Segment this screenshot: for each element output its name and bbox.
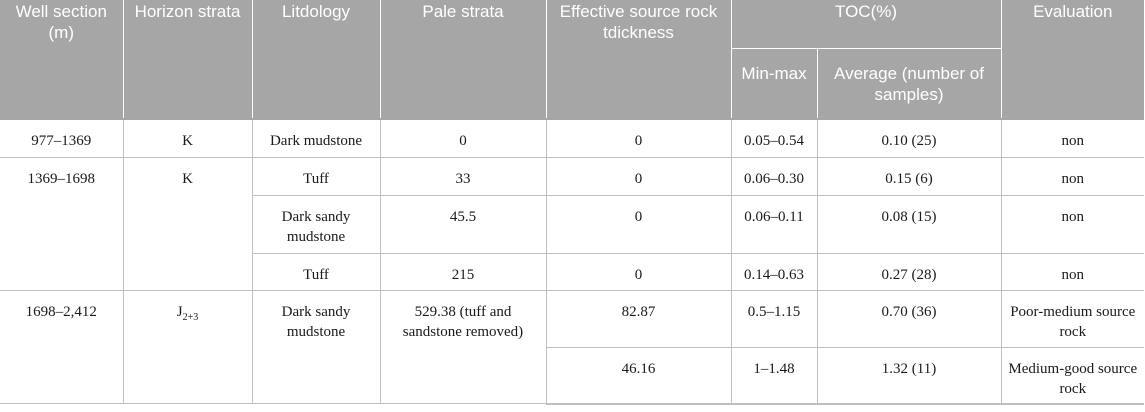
cell-pale-strata: 0 (379, 117, 547, 158)
table-row: Tuff 215 0 0.14–0.63 0.27 (28) non (0, 253, 1145, 291)
cell-litdology: Dark mudstone (251, 117, 381, 158)
header-effective-thickness: Effective source rock tdickness (545, 0, 732, 119)
cell-toc-minmax: 1–1.48 (730, 347, 818, 405)
cell-well-section: 1698–2,412 (0, 290, 124, 404)
cell-toc-average: 0.15 (6) (816, 157, 1002, 196)
table-row: 1698–2,412 J2+3 Dark sandy mudstone 529.… (0, 290, 1145, 404)
cell-evaluation: Medium-good source rock (1000, 347, 1145, 405)
horizon-base: J (176, 304, 183, 320)
cell-effective: 0 (545, 253, 732, 291)
table-row: 46.16 1–1.48 1.32 (11) Medium-good sourc… (0, 347, 1145, 405)
cell-toc-average: 0.70 (36) (816, 290, 1002, 348)
cell-evaluation: non (1000, 157, 1145, 196)
cell-pale-strata: 529.38 (tuff and sandstone removed) (379, 290, 547, 404)
cell-evaluation: non (1000, 117, 1145, 158)
cell-horizon: K (122, 157, 253, 291)
table-row: Dark sandy mudstone 45.5 0 0.06–0.11 0.0… (0, 195, 1145, 254)
cell-toc-minmax: 0.06–0.30 (730, 157, 818, 196)
header-evaluation: Evaluation (1000, 0, 1145, 119)
cell-effective: 82.87 (545, 290, 732, 348)
cell-pale-strata: 45.5 (379, 195, 547, 254)
cell-toc-average: 1.32 (11) (816, 347, 1002, 405)
cell-toc-minmax: 0.06–0.11 (730, 195, 818, 254)
cell-toc-average: 0.27 (28) (816, 253, 1002, 291)
cell-litdology: Tuff (252, 253, 381, 291)
header-toc-average: Average (number of samples) (816, 48, 1002, 119)
cell-toc-minmax: 0.14–0.63 (730, 253, 818, 291)
header-toc-minmax: Min-max (731, 48, 818, 119)
cell-pale-strata: 215 (379, 253, 547, 291)
horizon-subscript: 2+3 (182, 312, 199, 323)
cell-well-section: 1369–1698 (0, 157, 124, 291)
cell-effective: 0 (545, 195, 732, 254)
table-row: 1369–1698 K Tuff 33 0 0.06–0.30 0.15 (6)… (0, 157, 1145, 291)
cell-horizon: K (122, 117, 253, 158)
header-horizon-strata: Horizon strata (122, 0, 253, 119)
cell-evaluation: non (1000, 195, 1145, 254)
header-pale-strata: Pale strata (379, 0, 547, 119)
cell-pale-strata: 33 (379, 157, 547, 196)
table-row: 977–1369 K Dark mudstone 0 0 0.05–0.54 0… (0, 117, 1145, 158)
cell-toc-minmax: 0.5–1.15 (730, 290, 818, 348)
cell-effective: 46.16 (546, 347, 732, 405)
cell-litdology: Tuff (251, 157, 381, 196)
cell-litdology: Dark sandy mudstone (252, 195, 381, 254)
cell-well-section: 977–1369 (0, 117, 124, 158)
cell-effective: 0 (545, 157, 732, 196)
cell-effective: 0 (545, 117, 732, 158)
cell-evaluation: non (1000, 253, 1145, 291)
cell-horizon: J2+3 (122, 290, 253, 404)
header-well-section: Well section (m) (0, 0, 124, 119)
cell-toc-average: 0.10 (25) (816, 117, 1002, 158)
header-toc: TOC(%) (730, 0, 1002, 49)
header-litdology: Litdology (251, 0, 381, 119)
cell-evaluation: Poor-medium source rock (1000, 290, 1145, 348)
cell-toc-minmax: 0.05–0.54 (730, 117, 818, 158)
cell-toc-average: 0.08 (15) (816, 195, 1002, 254)
cell-litdology: Dark sandy mudstone (251, 290, 381, 404)
